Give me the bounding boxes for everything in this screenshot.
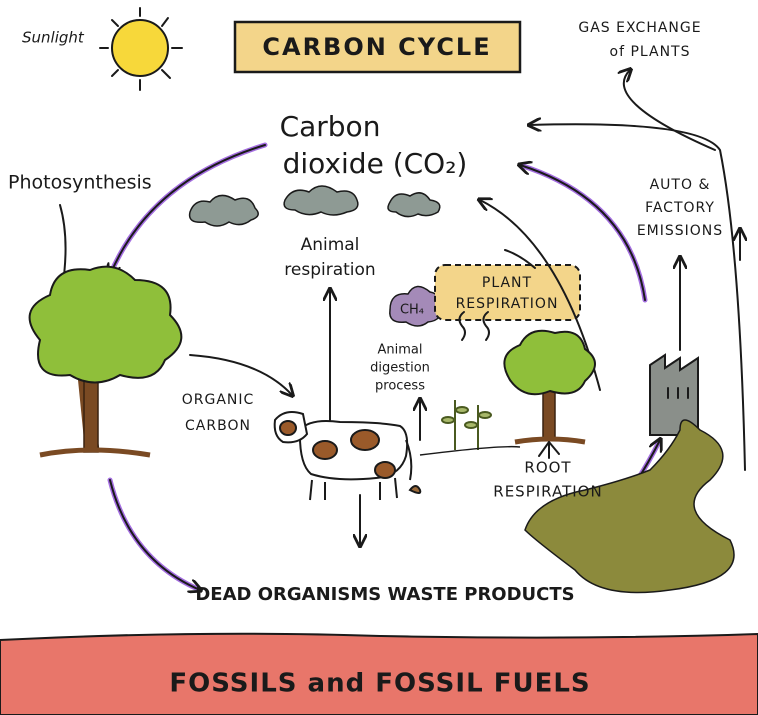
flow-arrows-part bbox=[624, 70, 716, 151]
digestion-label: Animal bbox=[378, 343, 423, 358]
title: CARBON CYCLE bbox=[262, 33, 491, 61]
cycle-arrows-part bbox=[110, 144, 266, 275]
cow-part bbox=[309, 439, 413, 501]
cycle-arrows-part bbox=[107, 477, 203, 593]
factory-part bbox=[667, 387, 689, 399]
sunlight-label: Sunlight bbox=[22, 29, 85, 47]
organic-carbon-label: CARBON bbox=[185, 418, 251, 434]
tree-left-part bbox=[39, 447, 151, 458]
sun bbox=[99, 7, 183, 91]
plant-respiration-label: PLANT bbox=[482, 275, 532, 291]
clouds bbox=[188, 185, 441, 227]
cycle-arrows-part bbox=[109, 479, 200, 590]
plants-part bbox=[464, 421, 478, 429]
cow-part bbox=[350, 429, 380, 451]
plants-part bbox=[455, 406, 469, 414]
sun-part-part bbox=[161, 69, 171, 79]
emissions-label: AUTO & bbox=[650, 177, 711, 193]
clouds-part bbox=[188, 194, 259, 227]
tree-right-part bbox=[514, 436, 586, 445]
gas-exchange-label: of PLANTS bbox=[610, 44, 691, 60]
root-respiration-label: ROOT bbox=[524, 459, 571, 477]
plants-part bbox=[441, 416, 455, 424]
fossils-band bbox=[0, 632, 758, 715]
sun-part bbox=[99, 7, 183, 91]
digestion-label: process bbox=[375, 379, 425, 394]
gas-exchange-label: GAS EXCHANGE bbox=[578, 20, 701, 36]
tree-left-part bbox=[28, 265, 183, 384]
cow-part bbox=[374, 461, 396, 479]
title-box bbox=[233, 20, 522, 74]
sun-part bbox=[111, 19, 169, 77]
factory-part bbox=[649, 353, 699, 436]
sun-part-part bbox=[111, 19, 119, 27]
cow-part bbox=[312, 440, 338, 460]
factory bbox=[649, 353, 699, 436]
flow-arrows-part bbox=[504, 249, 536, 269]
plants-part bbox=[419, 445, 521, 456]
tree-right-part bbox=[503, 329, 596, 396]
photosynthesis-label: Photosynthesis bbox=[8, 172, 152, 194]
plants-part bbox=[478, 411, 492, 419]
co2-label: Carbon bbox=[280, 110, 381, 143]
animal-respiration-label: Animal bbox=[301, 235, 360, 255]
plants bbox=[419, 400, 521, 456]
sun-part-part bbox=[161, 17, 169, 27]
tree-right-part bbox=[538, 441, 560, 459]
oil-puddle bbox=[524, 419, 735, 594]
cow-part bbox=[279, 420, 297, 436]
sun-part-part bbox=[111, 69, 119, 77]
tree-left bbox=[28, 265, 183, 458]
organic-carbon-label: ORGANIC bbox=[182, 392, 255, 408]
flow-arrows-part bbox=[189, 354, 292, 395]
fossils-label: FOSSILS and FOSSIL FUELS bbox=[169, 669, 590, 699]
flow-arrows-part bbox=[530, 124, 746, 471]
emissions-label: FACTORY bbox=[645, 200, 715, 216]
cycle-arrows-part bbox=[520, 165, 646, 301]
root-respiration-label: RESPIRATION bbox=[493, 483, 602, 501]
cow bbox=[273, 411, 422, 501]
clouds-part bbox=[283, 185, 359, 216]
co2-label: dioxide (CO₂) bbox=[283, 147, 468, 180]
plant-respiration-box bbox=[434, 264, 581, 321]
flow-arrows-part bbox=[458, 311, 490, 341]
tree-right-part bbox=[542, 389, 556, 441]
methane-label: CH₄ bbox=[400, 303, 424, 318]
digestion-label: digestion bbox=[370, 361, 430, 376]
tree-right bbox=[503, 329, 596, 459]
dead-organisms-label: DEAD ORGANISMS WASTE PRODUCTS bbox=[195, 584, 574, 605]
clouds-part bbox=[387, 192, 441, 218]
animal-respiration-label: respiration bbox=[284, 260, 375, 280]
plant-respiration-label: RESPIRATION bbox=[456, 296, 559, 312]
cow-part bbox=[408, 485, 422, 494]
emissions-label: EMISSIONS bbox=[637, 223, 723, 239]
